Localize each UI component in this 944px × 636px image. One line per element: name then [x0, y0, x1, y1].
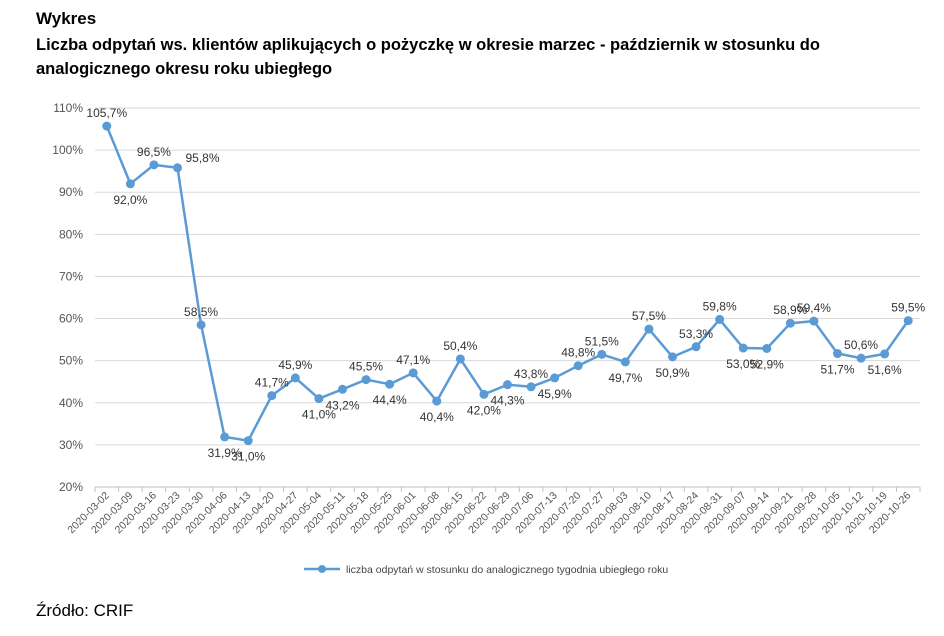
data-label: 59,8% [703, 299, 737, 313]
data-point [762, 343, 772, 353]
data-point [125, 179, 135, 189]
data-label: 105,7% [86, 106, 127, 120]
data-point [196, 320, 206, 330]
series-line-group [102, 121, 913, 446]
data-label: 45,5% [349, 360, 383, 374]
data-point [526, 382, 536, 392]
data-point [833, 349, 842, 359]
data-point [738, 343, 748, 353]
gridlines [95, 107, 920, 488]
data-point [597, 349, 607, 359]
data-label: 40,4% [420, 410, 454, 424]
data-point [361, 375, 371, 385]
data-point [550, 373, 560, 383]
source-note: Źródło: CRIF [36, 601, 134, 620]
x-axis: 2020-03-022020-03-092020-03-162020-03-23… [65, 487, 921, 536]
data-label: 45,9% [538, 387, 572, 401]
data-point [644, 324, 654, 334]
data-label: 51,6% [868, 363, 902, 377]
data-label: 48,8% [561, 346, 595, 360]
y-tick-label: 30% [59, 438, 83, 452]
data-label: 53,0% [726, 357, 760, 371]
data-label: 53,3% [679, 327, 713, 341]
data-label: 31,9% [208, 446, 242, 460]
data-label: 41,0% [302, 408, 336, 422]
data-label: 49,7% [608, 371, 642, 385]
data-point [385, 379, 395, 389]
data-point [715, 314, 725, 324]
data-label: 45,9% [278, 358, 312, 372]
figure-label: Wykres [36, 9, 97, 28]
data-point [267, 391, 277, 401]
data-label: 57,5% [632, 309, 666, 323]
data-point [220, 432, 230, 442]
y-tick-label: 90% [59, 185, 83, 199]
data-label: 92,0% [113, 193, 147, 207]
y-tick-label: 20% [59, 480, 83, 494]
data-label: 44,4% [373, 393, 407, 407]
data-point [432, 396, 442, 406]
data-labels: 105,7% 92,0% 96,5% 95,8% 58,5% 31,9%31,0% 41,7… [86, 106, 925, 464]
y-tick-label: 50% [59, 354, 83, 368]
data-point [503, 380, 512, 390]
legend-entry: liczba odpytań w stosunku do analogiczne… [346, 564, 668, 576]
y-tick-label: 100% [52, 143, 83, 157]
data-label: 44,3% [490, 394, 524, 408]
data-point [903, 316, 913, 326]
data-label: 58,9% [773, 303, 807, 317]
data-label: 59,4% [797, 301, 831, 315]
data-point [691, 342, 701, 352]
data-label: 47,1% [396, 353, 430, 367]
y-tick-label: 110% [53, 101, 83, 115]
data-label: 96,5% [137, 145, 171, 159]
data-point [338, 384, 347, 394]
data-point [408, 368, 418, 378]
data-point [479, 389, 489, 399]
chart-title: Liczba odpytań ws. klientów aplikujących… [36, 36, 820, 78]
data-point [314, 394, 324, 404]
data-point [243, 436, 253, 446]
y-tick-label: 70% [59, 269, 83, 283]
y-tick-label: 40% [59, 396, 83, 410]
chart-heading: Wykres Liczba odpytań ws. klientów aplik… [36, 8, 926, 81]
line-chart: 20% 30% 40% 50% 60% 70% 80% 90% 100% 110% 2020-03… [52, 101, 925, 576]
legend-point-marker [318, 565, 326, 573]
data-label: 50,4% [443, 339, 477, 353]
data-label: 41,7% [255, 376, 289, 390]
data-label: 59,5% [891, 301, 925, 315]
data-point [149, 160, 159, 170]
data-point [809, 316, 819, 326]
data-point [102, 121, 112, 131]
data-point [856, 353, 866, 363]
data-label: 50,6% [844, 338, 878, 352]
y-axis: 20% 30% 40% 50% 60% 70% 80% 90% 100% 110% [52, 101, 83, 494]
y-tick-label: 80% [59, 227, 83, 241]
data-label: 50,9% [655, 366, 689, 380]
data-label: 51,7% [820, 363, 854, 377]
data-label: 52,9% [750, 357, 784, 371]
data-point [785, 318, 795, 328]
data-point [620, 357, 630, 367]
data-point [668, 352, 677, 362]
data-label: 31,0% [231, 450, 265, 464]
data-point [173, 163, 182, 173]
data-label: 51,5% [585, 334, 619, 348]
data-point [290, 373, 300, 383]
legend: liczba odpytań w stosunku do analogiczne… [304, 564, 668, 576]
data-point [455, 354, 465, 364]
data-label: 58,5% [184, 305, 218, 319]
y-tick-label: 60% [59, 312, 83, 326]
data-label: 95,8% [186, 151, 220, 165]
data-point [880, 349, 890, 359]
data-label: 42,0% [467, 403, 501, 417]
data-point [573, 361, 583, 371]
data-label: 43,8% [514, 367, 548, 381]
data-label: 43,2% [325, 398, 359, 412]
